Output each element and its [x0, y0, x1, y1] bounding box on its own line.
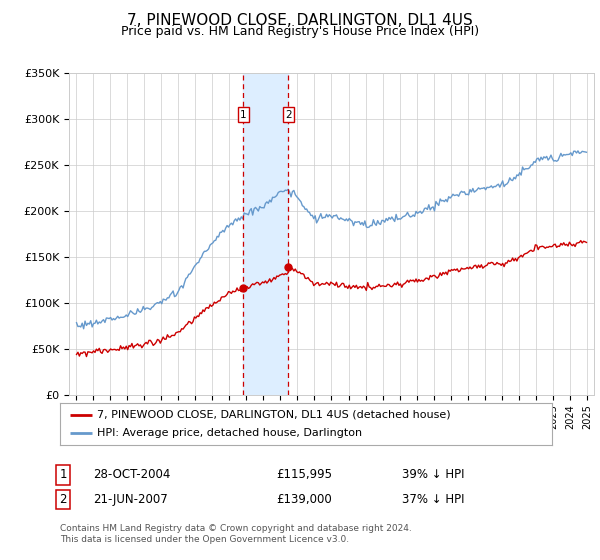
Text: 1: 1 [59, 468, 67, 482]
Text: £139,000: £139,000 [276, 493, 332, 506]
Text: 39% ↓ HPI: 39% ↓ HPI [402, 468, 464, 482]
Bar [244, 73, 289, 395]
Text: 2: 2 [285, 110, 292, 120]
Text: HPI: Average price, detached house, Darlington: HPI: Average price, detached house, Darl… [97, 428, 362, 438]
Text: 21-JUN-2007: 21-JUN-2007 [93, 493, 168, 506]
Text: 7, PINEWOOD CLOSE, DARLINGTON, DL1 4US (detached house): 7, PINEWOOD CLOSE, DARLINGTON, DL1 4US (… [97, 409, 451, 419]
Text: 1: 1 [240, 110, 247, 120]
Text: £115,995: £115,995 [276, 468, 332, 482]
Text: 28-OCT-2004: 28-OCT-2004 [93, 468, 170, 482]
Text: Price paid vs. HM Land Registry's House Price Index (HPI): Price paid vs. HM Land Registry's House … [121, 25, 479, 38]
Text: 7, PINEWOOD CLOSE, DARLINGTON, DL1 4US: 7, PINEWOOD CLOSE, DARLINGTON, DL1 4US [127, 13, 473, 28]
Text: Contains HM Land Registry data © Crown copyright and database right 2024.
This d: Contains HM Land Registry data © Crown c… [60, 524, 412, 544]
Text: 2: 2 [59, 493, 67, 506]
Text: 37% ↓ HPI: 37% ↓ HPI [402, 493, 464, 506]
